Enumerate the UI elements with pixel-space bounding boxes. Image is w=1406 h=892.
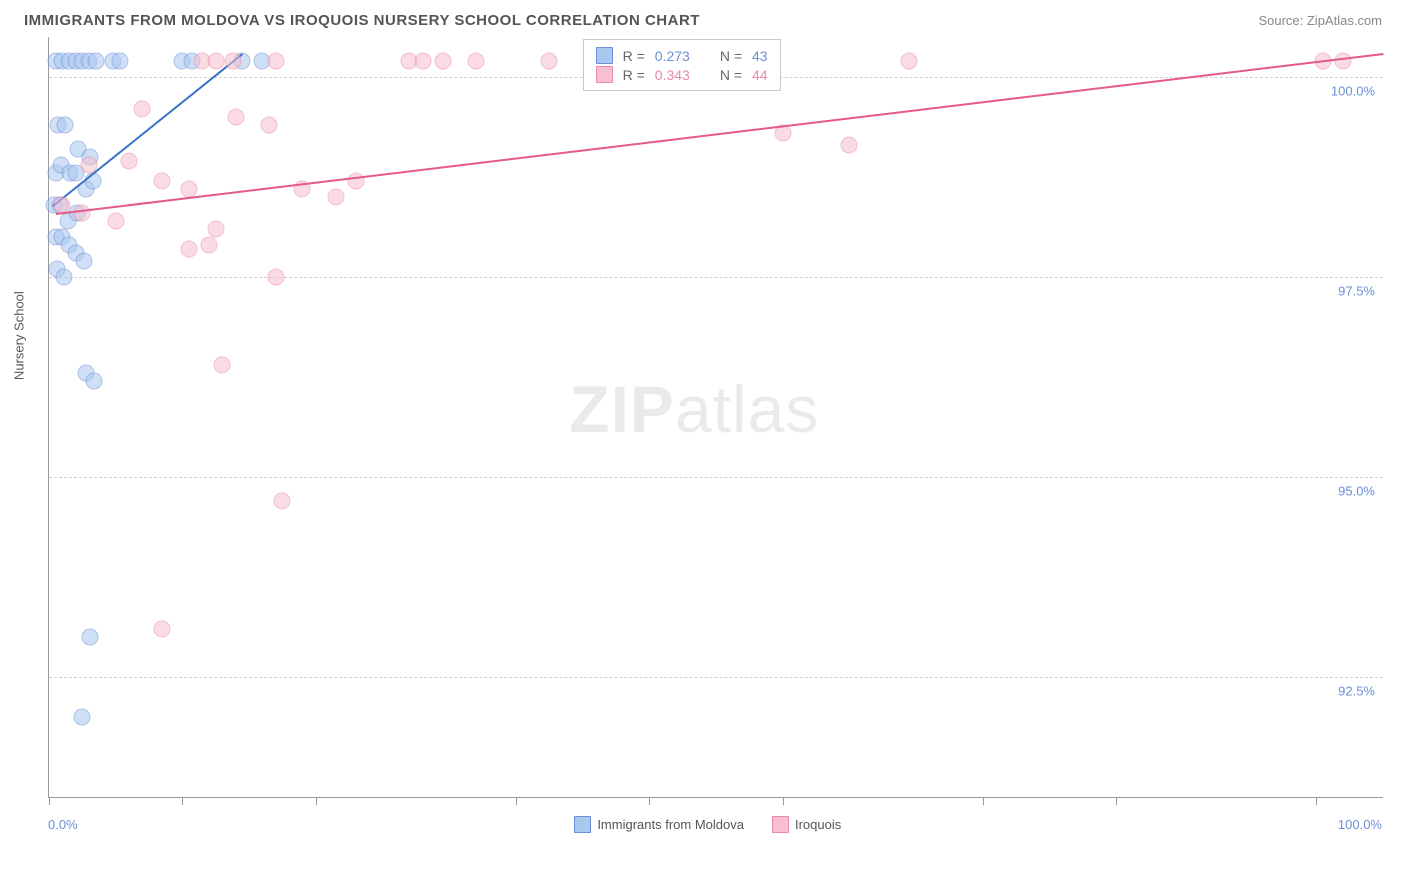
correlation-legend: R = 0.273 N = 43 R = 0.343 N = 44 xyxy=(583,39,781,91)
data-point-iroquois xyxy=(261,117,278,134)
y-tick-label: 92.5% xyxy=(1338,684,1375,699)
data-point-iroquois xyxy=(207,221,224,238)
x-tick xyxy=(983,797,984,805)
legend-row-iroquois: R = 0.343 N = 44 xyxy=(596,65,768,84)
y-tick-label: 97.5% xyxy=(1338,284,1375,299)
data-point-iroquois xyxy=(81,157,98,174)
data-point-iroquois xyxy=(107,213,124,230)
data-point-moldova xyxy=(111,53,128,70)
x-tick xyxy=(516,797,517,805)
watermark: ZIPatlas xyxy=(569,371,819,447)
chart-title: IMMIGRANTS FROM MOLDOVA VS IROQUOIS NURS… xyxy=(24,12,700,29)
data-point-iroquois xyxy=(225,53,242,70)
data-point-moldova xyxy=(87,53,104,70)
bottom-legend-item-moldova: Immigrants from Moldova xyxy=(574,816,744,833)
x-min-label: 0.0% xyxy=(48,817,78,832)
data-point-moldova xyxy=(75,253,92,270)
chart-source: Source: ZipAtlas.com xyxy=(1258,13,1382,28)
data-point-iroquois xyxy=(267,53,284,70)
watermark-zip: ZIP xyxy=(569,372,675,446)
data-point-iroquois xyxy=(1334,53,1351,70)
x-max-label: 100.0% xyxy=(1338,817,1382,832)
chart-header: IMMIGRANTS FROM MOLDOVA VS IROQUOIS NURS… xyxy=(0,0,1406,37)
legend-swatch-iroquois xyxy=(596,66,613,83)
x-tick xyxy=(783,797,784,805)
x-tick xyxy=(1316,797,1317,805)
legend-r-label: R = xyxy=(623,67,645,83)
data-point-moldova xyxy=(74,709,91,726)
chart-plot-area: Nursery School ZIPatlas R =0.273N =43R =… xyxy=(48,37,1383,798)
gridline xyxy=(49,277,1383,278)
data-point-iroquois xyxy=(181,181,198,198)
data-point-iroquois xyxy=(434,53,451,70)
legend-r-value: 0.343 xyxy=(655,67,690,83)
legend-r-value: 0.273 xyxy=(655,48,690,64)
gridline xyxy=(49,477,1383,478)
data-point-iroquois xyxy=(181,241,198,258)
watermark-atlas: atlas xyxy=(675,372,819,446)
data-point-iroquois xyxy=(207,53,224,70)
legend-n-label: N = xyxy=(720,67,742,83)
data-point-iroquois xyxy=(274,493,291,510)
data-point-iroquois xyxy=(467,53,484,70)
data-point-iroquois xyxy=(414,53,431,70)
x-tick xyxy=(649,797,650,805)
legend-n-label: N = xyxy=(720,48,742,64)
legend-n-value: 44 xyxy=(752,67,768,83)
legend-swatch-moldova xyxy=(596,47,613,64)
data-point-iroquois xyxy=(227,109,244,126)
data-point-iroquois xyxy=(214,357,231,374)
x-tick xyxy=(1116,797,1117,805)
data-point-iroquois xyxy=(74,205,91,222)
legend-row-moldova: R = 0.273 N = 43 xyxy=(596,46,768,65)
x-axis-row: 0.0% Immigrants from Moldova Iroquois 100… xyxy=(48,816,1382,833)
legend-n-value: 43 xyxy=(752,48,768,64)
x-tick xyxy=(316,797,317,805)
series-legend: Immigrants from Moldova Iroquois xyxy=(574,816,841,833)
data-point-moldova xyxy=(86,373,103,390)
legend-swatch-iroquois xyxy=(772,816,789,833)
data-point-iroquois xyxy=(154,621,171,638)
y-axis-label: Nursery School xyxy=(12,291,27,380)
legend-r-label: R = xyxy=(623,48,645,64)
gridline xyxy=(49,677,1383,678)
bottom-legend-item-iroquois: Iroquois xyxy=(772,816,841,833)
y-tick-label: 100.0% xyxy=(1331,84,1375,99)
data-point-iroquois xyxy=(901,53,918,70)
data-point-iroquois xyxy=(541,53,558,70)
data-point-iroquois xyxy=(327,189,344,206)
legend-swatch-moldova xyxy=(574,816,591,833)
data-point-moldova xyxy=(82,629,99,646)
data-point-iroquois xyxy=(201,237,218,254)
x-tick xyxy=(49,797,50,805)
data-point-iroquois xyxy=(121,153,138,170)
x-tick xyxy=(182,797,183,805)
data-point-moldova xyxy=(57,117,74,134)
legend-series-name: Immigrants from Moldova xyxy=(597,817,744,832)
y-tick-label: 95.0% xyxy=(1338,484,1375,499)
legend-series-name: Iroquois xyxy=(795,817,841,832)
data-point-iroquois xyxy=(267,269,284,286)
data-point-iroquois xyxy=(841,137,858,154)
data-point-iroquois xyxy=(154,173,171,190)
data-point-iroquois xyxy=(134,101,151,118)
data-point-moldova xyxy=(55,269,72,286)
